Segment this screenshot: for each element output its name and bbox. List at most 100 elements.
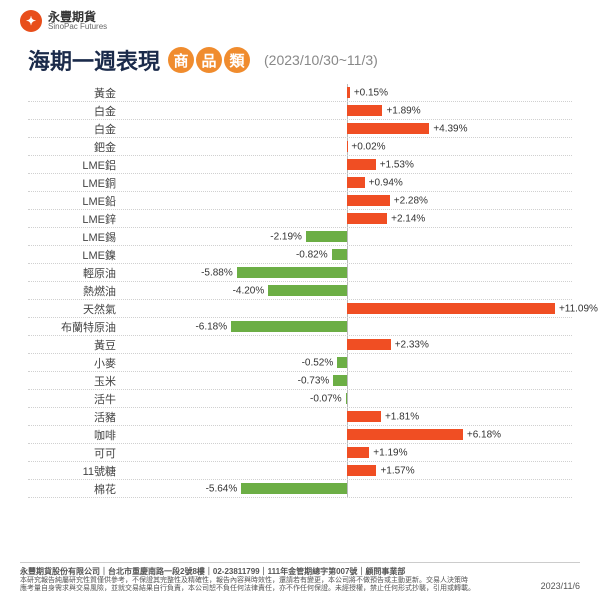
page-title: 海期一週表現 (28, 44, 160, 76)
row-plot: +2.28% (122, 192, 572, 209)
pill: 品 (196, 47, 222, 73)
chart-row: 白金+1.89% (28, 102, 572, 120)
zero-axis (347, 354, 348, 371)
row-label: LME鋅 (28, 211, 122, 227)
row-label: 活豬 (28, 409, 122, 425)
row-label: LME鋁 (28, 157, 122, 173)
row-plot: -5.64% (122, 480, 572, 497)
row-label: 黃豆 (28, 337, 122, 353)
row-label: 小麥 (28, 355, 122, 371)
chart-row: 熱燃油-4.20% (28, 282, 572, 300)
value-label: +2.33% (395, 339, 429, 350)
bar (347, 159, 376, 170)
chart-row: 活牛 -0.07% (28, 390, 572, 408)
value-label: -0.82% (296, 249, 328, 260)
row-plot: +0.02% (122, 138, 572, 155)
row-label: 布蘭特原油 (28, 319, 122, 335)
bar (347, 105, 382, 116)
row-plot: +1.53% (122, 156, 572, 173)
bar (231, 321, 347, 332)
bar (332, 249, 347, 260)
category-pills: 商品類 (166, 47, 250, 73)
bar (347, 303, 555, 314)
bar (306, 231, 347, 242)
row-label: 活牛 (28, 391, 122, 407)
zero-axis (347, 246, 348, 263)
row-plot: -0.82% (122, 246, 572, 263)
chart-row: LME鉛+2.28% (28, 192, 572, 210)
value-label: -0.52% (302, 357, 334, 368)
row-label: 11號糖 (28, 463, 122, 479)
row-label: 熱燃油 (28, 283, 122, 299)
footer-company-line: 永豐期貨股份有限公司｜台北市重慶南路一段2號8樓｜02-23811799｜111… (20, 567, 580, 577)
chart-row: 玉米 -0.73% (28, 372, 572, 390)
value-label: +1.53% (380, 159, 414, 170)
row-plot: +6.18% (122, 426, 572, 443)
value-label: +0.15% (354, 87, 388, 98)
row-plot: +2.14% (122, 210, 572, 227)
date-range: (2023/10/30~11/3) (264, 52, 378, 68)
row-label: LME鉛 (28, 193, 122, 209)
row-label: 白金 (28, 121, 122, 137)
commodity-bar-chart: 黃金+0.15%白金+1.89%白金+4.39%鈀金+0.02%LME鋁+1.5… (28, 84, 572, 498)
row-plot: -0.07% (122, 390, 572, 407)
value-label: -0.07% (310, 393, 342, 404)
row-plot: -0.73% (122, 372, 572, 389)
value-label: -0.73% (298, 375, 330, 386)
row-plot: +1.57% (122, 462, 572, 479)
row-plot: +0.15% (122, 84, 572, 101)
chart-row: 白金 +4.39% (28, 120, 572, 138)
bar (347, 213, 387, 224)
chart-row: LME鋅 +2.14% (28, 210, 572, 228)
bar (237, 267, 347, 278)
value-label: +1.89% (386, 105, 420, 116)
zero-axis (347, 282, 348, 299)
chart-row: 小麥 -0.52% (28, 354, 572, 372)
chart-row: LME鋁 +1.53% (28, 156, 572, 174)
row-plot: -4.20% (122, 282, 572, 299)
footer: 永豐期貨股份有限公司｜台北市重慶南路一段2號8樓｜02-23811799｜111… (20, 562, 580, 595)
row-label: LME銅 (28, 175, 122, 191)
value-label: +0.02% (351, 141, 385, 152)
pill: 商 (168, 47, 194, 73)
value-label: +2.14% (391, 213, 425, 224)
value-label: +1.19% (373, 447, 407, 458)
brand-header: ✦ 永豐期貨 SinoPac Futures (0, 0, 600, 38)
row-plot: +11.09% (122, 300, 572, 317)
value-label: +1.81% (385, 411, 419, 422)
value-label: +11.09% (559, 303, 598, 314)
value-label: -6.18% (195, 321, 227, 332)
company-name: 永豐期貨 SinoPac Futures (48, 11, 107, 31)
zero-axis (347, 390, 348, 407)
title-row: 海期一週表現 商品類 (2023/10/30~11/3) (0, 38, 600, 84)
footer-date: 2023/11/6 (541, 581, 580, 592)
row-plot: +1.81% (122, 408, 572, 425)
row-plot: -0.52% (122, 354, 572, 371)
row-label: 輕原油 (28, 265, 122, 281)
row-plot: -6.18% (122, 318, 572, 335)
bar (333, 375, 347, 386)
row-plot: -5.88% (122, 264, 572, 281)
chart-row: 棉花-5.64% (28, 480, 572, 498)
bar (347, 429, 463, 440)
row-label: 玉米 (28, 373, 122, 389)
company-en: SinoPac Futures (48, 23, 107, 31)
row-label: LME鎳 (28, 247, 122, 263)
chart-row: 11號糖 +1.57% (28, 462, 572, 480)
value-label: +4.39% (433, 123, 467, 134)
value-label: -2.19% (270, 231, 302, 242)
row-label: 天然氣 (28, 301, 122, 317)
value-label: +1.57% (380, 465, 414, 476)
chart-row: 黃豆 +2.33% (28, 336, 572, 354)
chart-row: LME錫-2.19% (28, 228, 572, 246)
row-label: 咖啡 (28, 427, 122, 443)
zero-axis (347, 480, 348, 497)
chart-row: 天然氣+11.09% (28, 300, 572, 318)
bar (337, 357, 347, 368)
bar (347, 177, 365, 188)
row-label: 鈀金 (28, 139, 122, 155)
bar (268, 285, 347, 296)
zero-axis (347, 372, 348, 389)
zero-axis (347, 228, 348, 245)
bar (347, 195, 390, 206)
